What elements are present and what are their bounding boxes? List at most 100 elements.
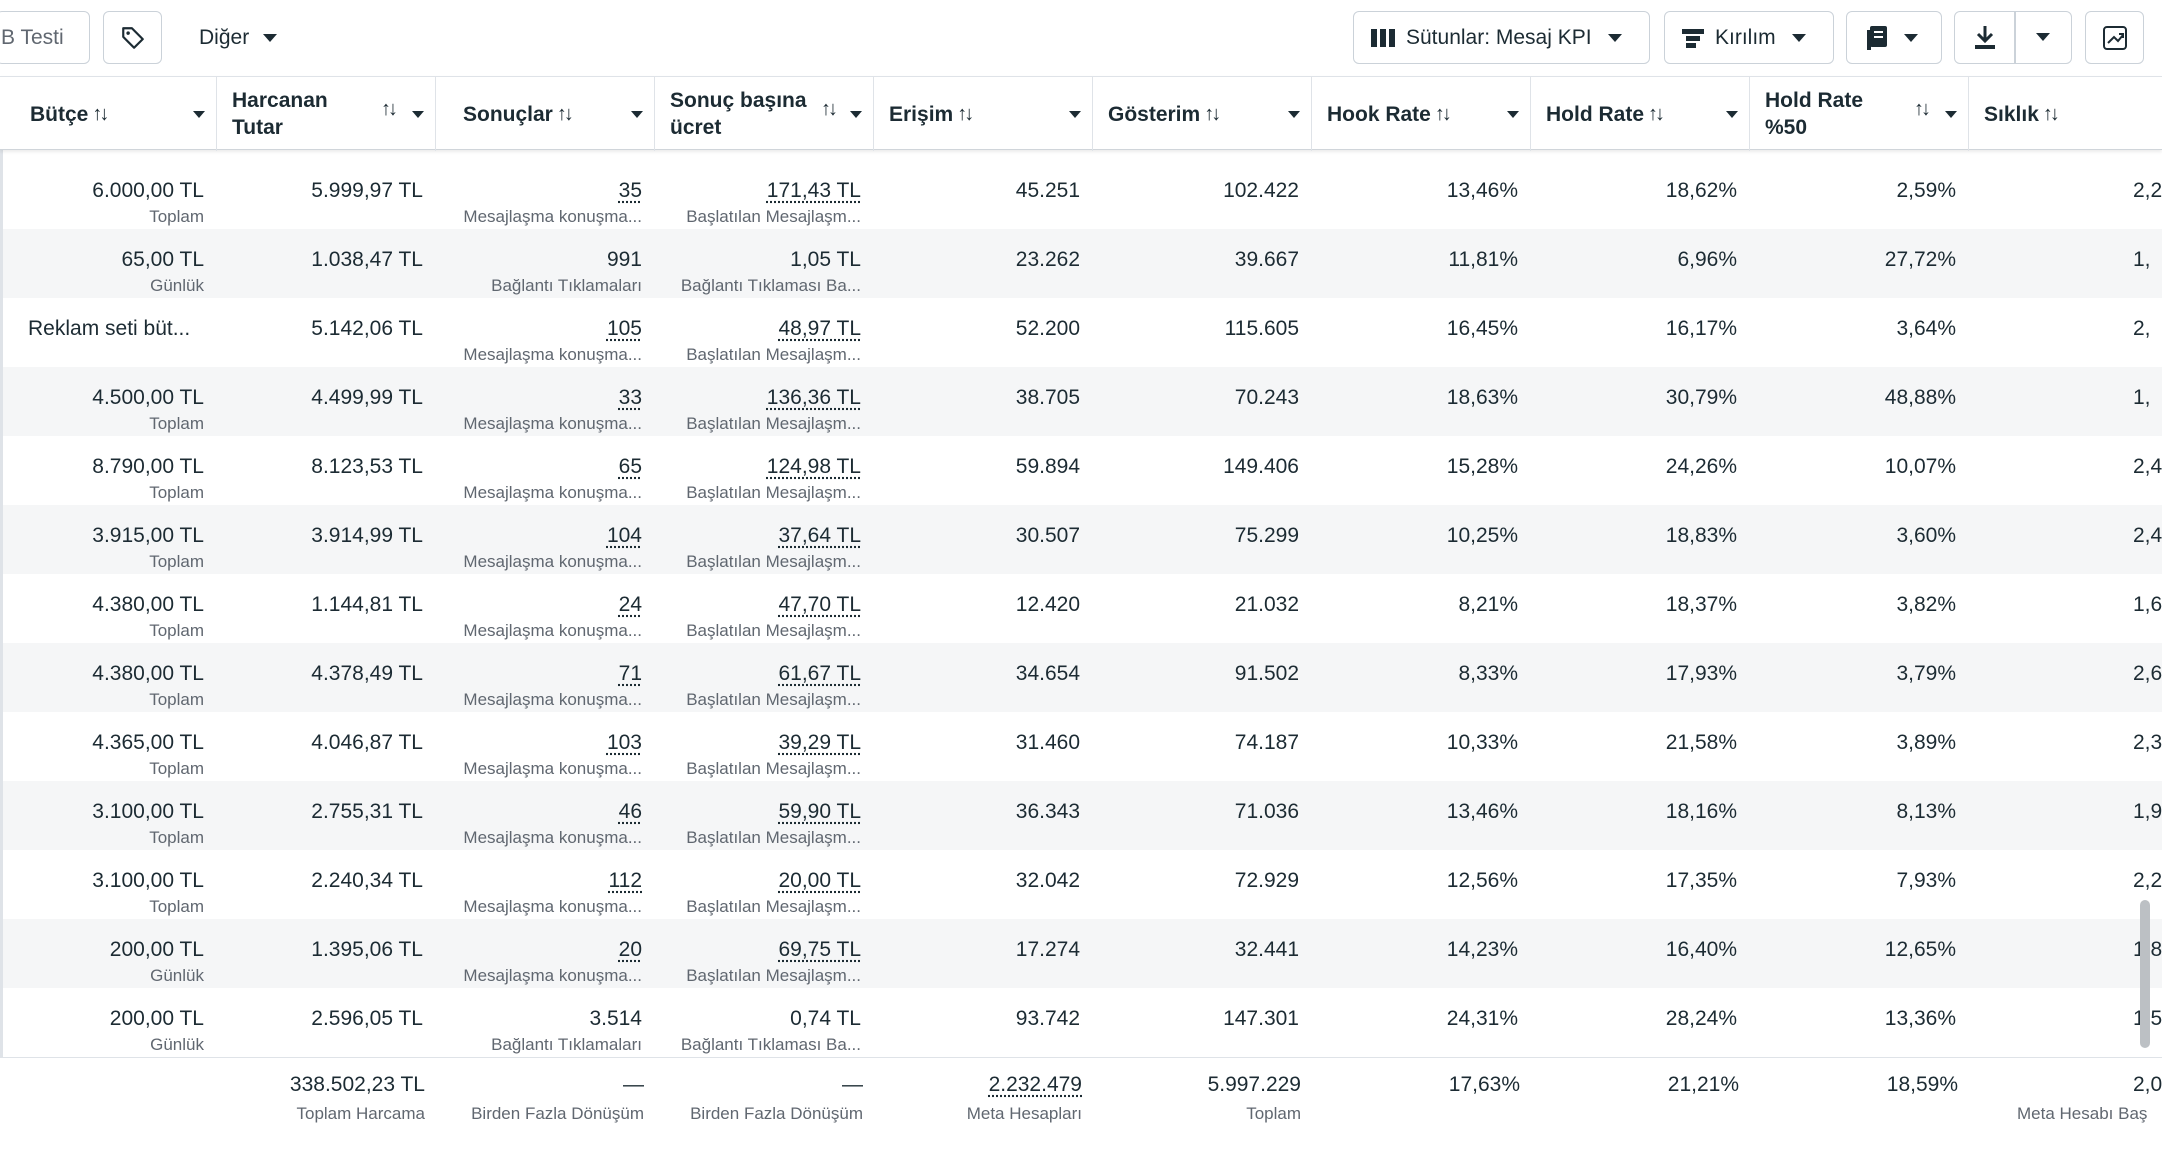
cell-value[interactable]: 20 [619,936,642,963]
table-row[interactable]: 4.380,00 TL Toplam 1.144,81 TL 24 Mesajlaşma… [0,574,2162,643]
table-row[interactable]: 65,00 TL Günlük 1.038,47 TL 991 Bağlantı Tık… [0,229,2162,298]
cell-value[interactable]: 105 [607,315,642,342]
cell-value: 8,33% [1458,660,1518,687]
table-row[interactable]: 4.500,00 TL Toplam 4.499,99 TL 33 Mesajlaşma… [0,367,2162,436]
summary-reach-value[interactable]: 2.232.479 [989,1071,1082,1098]
sort-icon[interactable]: ↑↓ [1204,103,1218,126]
reports-dropdown[interactable] [1846,11,1942,64]
other-dropdown[interactable]: Diğer [199,11,277,64]
sort-icon[interactable]: ↑↓ [957,103,971,126]
column-header-spent[interactable]: Harcanan Tutar ↑↓ [217,77,436,151]
table-cell-hold: 17,35% [1531,850,1750,919]
cell-value[interactable]: 46 [619,798,642,825]
table-row[interactable]: 3.915,00 TL Toplam 3.914,99 TL 104 Mesajlaşm… [0,505,2162,574]
cell-value[interactable]: 104 [607,522,642,549]
sort-icon[interactable]: ↑↓ [1648,103,1662,126]
cell-value: 2,2 [2133,867,2162,894]
sort-icon[interactable]: ↑↓ [92,103,106,126]
table-cell-impressions: 71.036 [1093,781,1312,850]
chart-button[interactable] [2085,11,2144,64]
table-row[interactable]: 200,00 TL Günlük 1.395,06 TL 20 Mesajlaşma k… [0,919,2162,988]
table-cell-hook: 10,25% [1312,505,1531,574]
chevron-down-icon[interactable] [1288,111,1300,118]
chevron-down-icon[interactable] [412,111,424,118]
table-cell-results: 46 Mesajlaşma konuşma... [436,781,655,850]
table-cell-impressions: 91.502 [1093,643,1312,712]
cell-value[interactable]: 103 [607,729,642,756]
download-button[interactable] [1955,12,2014,62]
cell-subtext: Toplam [149,413,204,435]
cell-value[interactable]: 61,67 TL [778,660,861,687]
sort-icon[interactable]: ↑↓ [2043,103,2057,126]
summary-impressions: 5.997.229 Toplam [1093,1058,1312,1138]
sort-icon[interactable]: ↑↓ [381,98,395,121]
columns-dropdown[interactable]: Sütunlar: Mesaj KPI [1353,11,1650,64]
column-header-hold-rate[interactable]: Hold Rate ↑↓ [1531,77,1750,151]
cell-value[interactable]: 48,97 TL [778,315,861,342]
cell-value[interactable]: 71 [619,660,642,687]
sort-icon[interactable]: ↑↓ [821,98,835,121]
table-cell-impressions: 21.032 [1093,574,1312,643]
ab-test-button[interactable]: B Testi [0,11,90,64]
column-header-reach[interactable]: Erişim ↑↓ [874,77,1093,151]
cell-value[interactable]: 65 [619,453,642,480]
table-row[interactable]: 3.100,00 TL Toplam 2.240,34 TL 112 Mesajlaşm… [0,850,2162,919]
cell-value[interactable]: 33 [619,384,642,411]
chevron-down-icon[interactable] [631,111,643,118]
cell-value[interactable]: 136,36 TL [767,384,861,411]
tag-button[interactable] [103,11,162,64]
cell-value[interactable]: 69,75 TL [778,936,861,963]
table-cell-cpr: 61,67 TL Başlatılan Mesajlaşm... [655,643,874,712]
sort-icon[interactable]: ↑↓ [1435,103,1449,126]
cell-value[interactable]: 112 [609,867,642,894]
table-cell-budget: 4.365,00 TL Toplam [0,712,217,781]
chevron-down-icon[interactable] [1507,111,1519,118]
reports-icon [1866,25,1890,51]
scrollbar-thumb[interactable] [2140,900,2150,1048]
sort-icon[interactable]: ↑↓ [1914,98,1928,121]
table-row[interactable]: 6.000,00 TL Toplam 5.999,97 TL 35 Mesajlaşma… [0,160,2162,229]
table-row[interactable]: 4.365,00 TL Toplam 4.046,87 TL 103 Mesajlaşm… [0,712,2162,781]
vertical-scrollbar[interactable] [2140,900,2150,1048]
column-header-cost-per-result[interactable]: Sonuç başına ücret ↑↓ [655,77,874,151]
table-row[interactable]: 4.380,00 TL Toplam 4.378,49 TL 71 Mesajlaşma… [0,643,2162,712]
cell-subtext: Toplam [149,896,204,918]
table-row[interactable]: 3.100,00 TL Toplam 2.755,31 TL 46 Mesajlaşma… [0,781,2162,850]
cell-value[interactable]: 24 [619,591,642,618]
cell-value[interactable]: 37,64 TL [778,522,861,549]
table-cell-hold: 16,40% [1531,919,1750,988]
chevron-down-icon[interactable] [850,111,862,118]
chevron-down-icon[interactable] [193,111,205,118]
column-header-impressions[interactable]: Gösterim ↑↓ [1093,77,1312,151]
cell-value[interactable]: 59,90 TL [778,798,861,825]
cell-value[interactable]: 171,43 TL [767,177,861,204]
column-header-results[interactable]: Sonuçlar ↑↓ [436,77,655,151]
column-header-hook-rate[interactable]: Hook Rate ↑↓ [1312,77,1531,151]
table-cell-cpr: 59,90 TL Başlatılan Mesajlaşm... [655,781,874,850]
column-header-hold-rate-50[interactable]: Hold Rate %50 ↑↓ [1750,77,1969,151]
cell-value: 3,64% [1896,315,1956,342]
cell-value: 17.274 [1016,936,1080,963]
cell-value[interactable]: 39,29 TL [778,729,861,756]
table-cell-hold: 21,58% [1531,712,1750,781]
cell-value: 23.262 [1016,246,1080,273]
chevron-down-icon[interactable] [1945,111,1957,118]
cell-value[interactable]: 47,70 TL [778,591,861,618]
export-options-button[interactable] [2015,12,2071,62]
cell-subtext: Bağlantı Tıklaması Ba... [681,275,861,297]
column-header-frequency[interactable]: Sıklık ↑↓ [1969,77,2162,151]
chevron-down-icon[interactable] [1069,111,1081,118]
table-row[interactable]: 200,00 TL Günlük 2.596,05 TL 3.514 Bağlantı … [0,988,2162,1056]
cell-value[interactable]: 124,98 TL [767,453,861,480]
table-row[interactable]: 8.790,00 TL Toplam 8.123,53 TL 65 Mesajlaşma… [0,436,2162,505]
cell-value[interactable]: 35 [619,177,642,204]
table-row[interactable]: Reklam seti büt... 5.142,06 TL 105 Mesajlaş… [0,298,2162,367]
cell-value[interactable]: 20,00 TL [778,867,861,894]
sort-icon[interactable]: ↑↓ [557,103,571,126]
cell-value: 2.755,31 TL [311,798,423,825]
column-header-budget[interactable]: Bütçe ↑↓ [0,77,217,151]
cell-value: 4.380,00 TL [92,660,204,687]
chevron-down-icon[interactable] [1726,111,1738,118]
table-cell-impressions: 75.299 [1093,505,1312,574]
breakdown-dropdown[interactable]: Kırılım [1664,11,1834,64]
